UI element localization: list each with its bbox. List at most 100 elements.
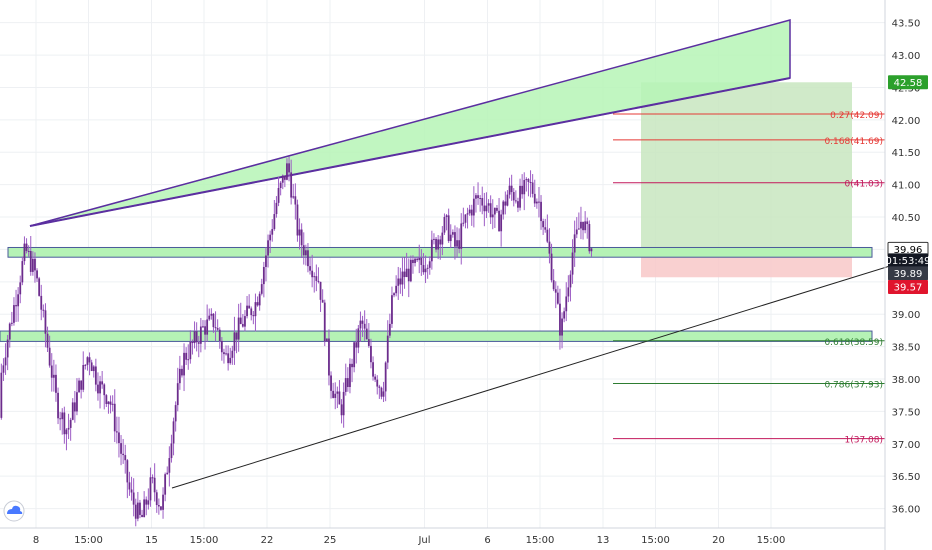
candle-body	[552, 280, 555, 290]
candle-body	[246, 305, 248, 317]
candle-body	[336, 391, 339, 394]
candle-body	[313, 276, 316, 278]
candle-body	[277, 188, 280, 203]
candle-body	[388, 323, 391, 336]
candle-body	[311, 270, 314, 278]
candle-body	[164, 474, 167, 495]
candle-body	[544, 227, 547, 230]
candle-body	[403, 271, 406, 278]
candle-body	[367, 339, 370, 346]
candle-body	[57, 392, 59, 419]
price-tag	[888, 75, 928, 90]
chart-overlays: 0.27(42.09) 0.168(41.69) 0(41.03) 0.618(38.…	[29, 111, 891, 489]
candle-body	[151, 477, 154, 479]
x-tick-label: 25	[324, 535, 337, 546]
candlestick-series	[0, 156, 593, 527]
candle-body	[0, 372, 3, 418]
candle-body	[44, 310, 47, 334]
y-tick-label: 39.00	[892, 310, 921, 321]
candle-body	[332, 390, 335, 398]
candle-body	[514, 200, 517, 202]
candle-body	[218, 329, 221, 341]
price-tag-label: 39.96	[894, 245, 923, 256]
fib-level-label: 1(37.08)	[844, 436, 883, 446]
candle-body	[412, 259, 414, 264]
candle-body	[302, 245, 305, 256]
tradingview-logo-icon[interactable]	[3, 500, 25, 522]
candle-body	[395, 285, 398, 294]
candle-body	[580, 221, 582, 229]
candle-body	[65, 429, 68, 435]
candle-body	[359, 320, 362, 329]
candle-body	[449, 234, 452, 242]
y-tick-label: 38.00	[892, 375, 921, 386]
candle-body	[485, 205, 488, 212]
candle-body	[103, 384, 106, 396]
candle-body	[575, 229, 578, 235]
candle-body	[550, 253, 553, 281]
candle-body	[307, 250, 309, 267]
candle-body	[139, 502, 141, 515]
time-axis[interactable]: 8 15:00 15 15:00 22 25 Jul 6 15:00 13 15:00 20 15:00	[0, 527, 885, 546]
candle-body	[416, 258, 419, 261]
x-tick-label: 15:00	[74, 535, 103, 546]
candle-body	[405, 268, 408, 278]
candle-body	[435, 238, 437, 250]
candle-body	[147, 500, 150, 505]
candle-body	[153, 477, 156, 493]
candle-body	[2, 365, 5, 373]
candle-body	[430, 239, 433, 262]
candle-body	[477, 195, 479, 199]
support-zone	[0, 330, 873, 342]
candle-body	[216, 328, 219, 330]
candle-body	[546, 229, 549, 242]
candle-body	[445, 215, 448, 217]
support-trendline	[171, 265, 891, 489]
candle-body	[189, 341, 192, 360]
candle-body	[281, 175, 284, 183]
price-axis[interactable]: 36.0036.5037.0037.5038.0038.5039.0039.50…	[884, 0, 921, 550]
candle-body	[323, 302, 326, 342]
candle-body	[468, 209, 471, 214]
candle-body	[540, 201, 542, 222]
candle-body	[275, 202, 278, 215]
candle-body	[491, 214, 494, 218]
candle-body	[296, 204, 299, 236]
candle-body	[548, 241, 551, 254]
candle-body	[527, 179, 530, 182]
x-tick-label: 15:00	[526, 535, 555, 546]
candle-body	[451, 232, 454, 235]
candle-body	[254, 302, 257, 317]
candle-body	[235, 332, 238, 340]
y-tick-label: 42.00	[892, 116, 921, 127]
candle-body	[214, 327, 217, 329]
candle-body	[328, 338, 330, 376]
wedge-upper-inner	[29, 147, 319, 227]
candle-body	[577, 228, 580, 230]
candle-body	[204, 326, 206, 335]
candle-body	[195, 331, 198, 343]
candle-body	[202, 326, 204, 328]
price-tag	[888, 266, 928, 281]
candle-body	[193, 331, 196, 344]
candle-body	[340, 404, 343, 416]
candle-body	[172, 421, 175, 444]
candle-body	[34, 258, 36, 271]
candle-body	[351, 363, 353, 368]
candle-body	[535, 201, 538, 204]
candle-body	[344, 378, 347, 392]
candle-body	[386, 335, 389, 363]
candle-body	[346, 378, 349, 388]
candle-body	[563, 311, 566, 319]
candle-body	[92, 366, 95, 372]
candle-body	[42, 309, 45, 311]
candle-body	[466, 213, 469, 215]
candle-body	[374, 376, 377, 380]
candle-body	[428, 261, 431, 268]
candle-body	[199, 326, 202, 344]
candle-body	[559, 303, 561, 336]
candle-body	[252, 315, 255, 317]
candle-body	[227, 353, 230, 364]
candle-body	[115, 431, 118, 433]
